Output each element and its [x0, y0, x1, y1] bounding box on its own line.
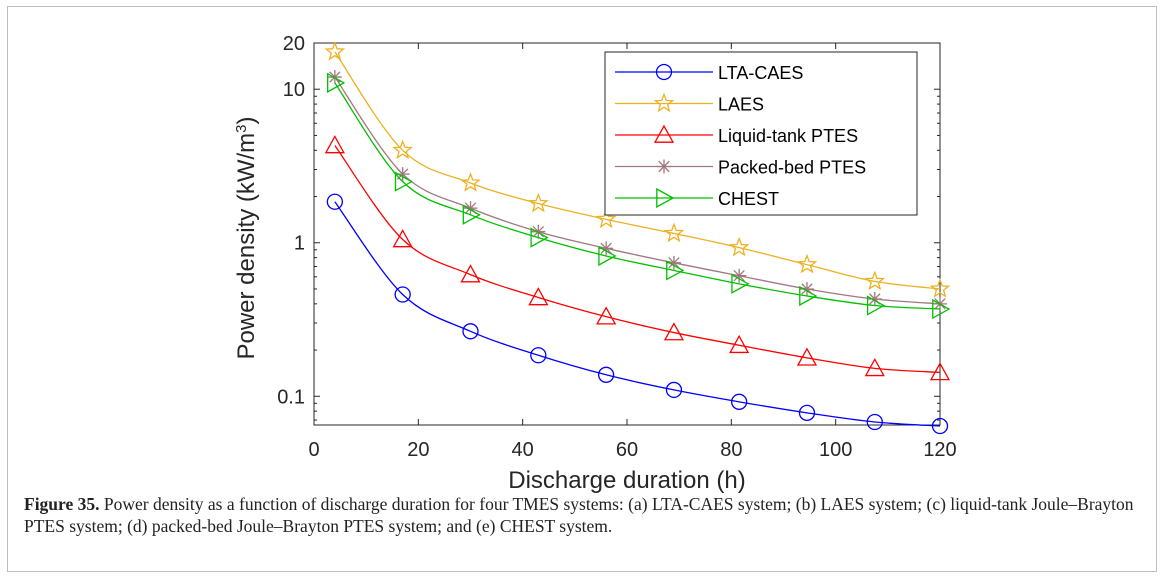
data-point	[663, 222, 685, 243]
data-point	[595, 208, 617, 229]
data-point	[867, 292, 882, 307]
data-point	[531, 224, 546, 239]
data-point	[732, 268, 747, 283]
legend-marker	[653, 124, 675, 143]
data-point	[460, 264, 481, 283]
series-packed-bed-ptes	[327, 70, 947, 311]
series-line	[334, 201, 941, 427]
legend-marker	[655, 63, 673, 81]
data-point	[866, 413, 883, 431]
data-point	[931, 417, 949, 435]
legend-box	[604, 51, 918, 216]
legend-marker	[653, 92, 675, 113]
series-lta-caes	[326, 193, 949, 435]
legend-label: LTA-CAES	[718, 63, 803, 83]
data-point	[728, 236, 750, 257]
legend-label: Packed-bed PTES	[718, 158, 866, 178]
data-point	[663, 322, 685, 341]
series-line	[334, 82, 941, 310]
data-point	[929, 278, 951, 298]
data-point	[528, 192, 549, 213]
series-laes	[324, 41, 951, 298]
data-point	[395, 167, 410, 182]
data-point	[392, 229, 413, 248]
y-tick-label: 0.1	[277, 386, 305, 408]
data-point	[731, 393, 748, 410]
data-point	[864, 358, 885, 377]
data-point	[598, 245, 617, 267]
x-tick-label: 20	[407, 439, 429, 461]
series-liquid-tank-ptes	[324, 135, 951, 381]
data-point	[392, 139, 413, 160]
data-point	[798, 404, 816, 421]
data-point	[731, 273, 750, 294]
legend-label: CHEST	[718, 189, 779, 209]
series-line	[334, 145, 941, 374]
data-point	[799, 285, 818, 307]
y-axis-title-close: )	[233, 116, 260, 124]
data-point	[528, 287, 549, 306]
caption-text: Power density as a function of discharge…	[24, 494, 1134, 536]
data-point	[462, 204, 481, 225]
legend-label: LAES	[718, 95, 764, 115]
figure-frame	[7, 6, 1157, 572]
data-point	[666, 255, 681, 270]
y-tick-label: 20	[283, 33, 305, 55]
y-axis-title-main: Power density (kW/m	[233, 133, 260, 360]
data-point	[864, 270, 886, 291]
y-tick-label: 1	[294, 233, 305, 255]
data-point	[327, 70, 342, 85]
caption-label: Figure 35.	[24, 494, 100, 514]
legend-marker	[656, 187, 675, 209]
data-point	[530, 227, 549, 248]
data-point	[665, 381, 683, 399]
series-chest	[327, 72, 951, 320]
data-point	[796, 347, 818, 366]
y-tick-label: 10	[283, 79, 305, 101]
data-point	[596, 306, 617, 325]
y-axis-title-superscript: 3	[233, 124, 250, 132]
plot-area: 0 20 40 60 80 100 120 0.1 1 10 20 LTA-CAES LAES Liqui…	[277, 33, 957, 461]
legend-marker	[657, 159, 671, 174]
data-point	[929, 362, 951, 381]
data-point	[394, 171, 414, 192]
data-point	[463, 201, 478, 216]
x-tick-label: 0	[308, 439, 319, 461]
data-point	[324, 135, 345, 154]
data-point	[599, 241, 614, 256]
data-point	[597, 366, 615, 383]
series-line	[334, 76, 941, 305]
data-point	[796, 253, 818, 274]
legend: LTA-CAES LAES Liquid-tank PTES Packed-bed P…	[604, 51, 918, 216]
x-tick-label: 40	[512, 439, 534, 461]
x-tick-label: 100	[819, 439, 852, 461]
data-point	[530, 347, 547, 364]
data-point	[932, 298, 951, 320]
figure-caption: Figure 35. Power density as a function o…	[24, 493, 1144, 537]
data-point	[462, 323, 479, 340]
data-point	[394, 286, 411, 303]
x-tick-label: 80	[720, 439, 742, 461]
data-point	[729, 334, 750, 354]
y-axis-title: Power density (kW/m3)	[233, 116, 261, 359]
data-point	[460, 172, 481, 192]
power-density-chart: 0 20 40 60 80 100 120 0.1 1 10 20 LTA-CAES LAES Liqui…	[233, 33, 957, 494]
x-tick-label: 60	[616, 439, 638, 461]
data-point	[866, 295, 886, 316]
data-point	[324, 41, 346, 61]
data-point	[327, 72, 346, 93]
data-point	[326, 193, 344, 210]
legend-label: Liquid-tank PTES	[718, 126, 858, 146]
x-tick-label: 120	[923, 439, 956, 461]
data-point	[799, 281, 814, 296]
x-axis-title: Discharge duration (h)	[508, 467, 745, 494]
series-line	[334, 51, 941, 290]
data-point	[666, 260, 685, 281]
